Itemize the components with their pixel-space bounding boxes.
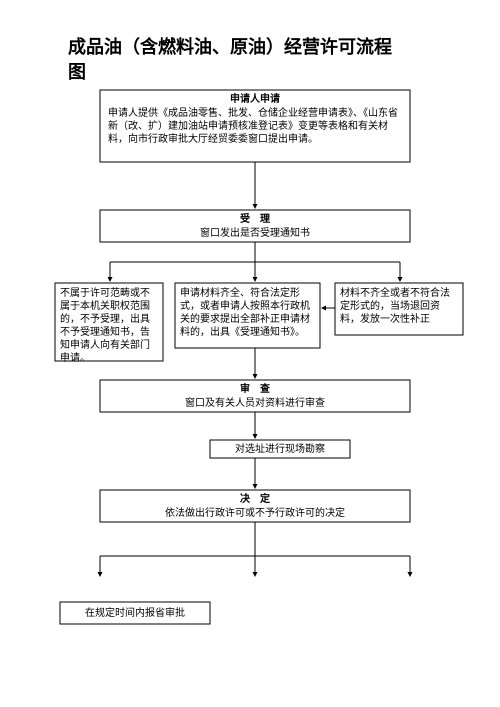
node-accept-head: 受 理 (100, 213, 410, 226)
node-survey-body: 对选址进行现场勘察 (210, 443, 350, 456)
node-decide-body: 依法做出行政许可或不予行政许可的决定 (100, 507, 410, 520)
node-apply-body: 申请人提供《成品油零售、批发、仓储企业经营申请表》、《山东省新（改、扩）建加油站… (108, 107, 402, 146)
node-decide-head: 决 定 (100, 493, 410, 506)
node-right-body: 材料不齐全或者不符合法定形式的，当场退回资料，发放一次性补正 (340, 287, 458, 326)
node-left-body: 不属于许可范畴或不属于本机关职权范围的，不予受理，出具不予受理通知书，告知申请人… (60, 287, 158, 365)
page-title-l2: 图 (68, 60, 86, 85)
node-review-head: 审 查 (100, 383, 410, 396)
page-title-l1: 成品油（含燃料油、原油）经营许可流程 (68, 35, 392, 60)
node-report-body: 在规定时间内报省审批 (60, 607, 210, 620)
node-accept-body: 窗口发出是否受理通知书 (100, 227, 410, 240)
node-review-body: 窗口及有关人员对资料进行审查 (100, 397, 410, 410)
node-mid-body: 申请材料齐全、符合法定形式，或者申请人按照本行政机关的要求提出全部补正申请材料的… (180, 287, 315, 339)
node-apply-head: 申请人申请 (100, 93, 410, 106)
